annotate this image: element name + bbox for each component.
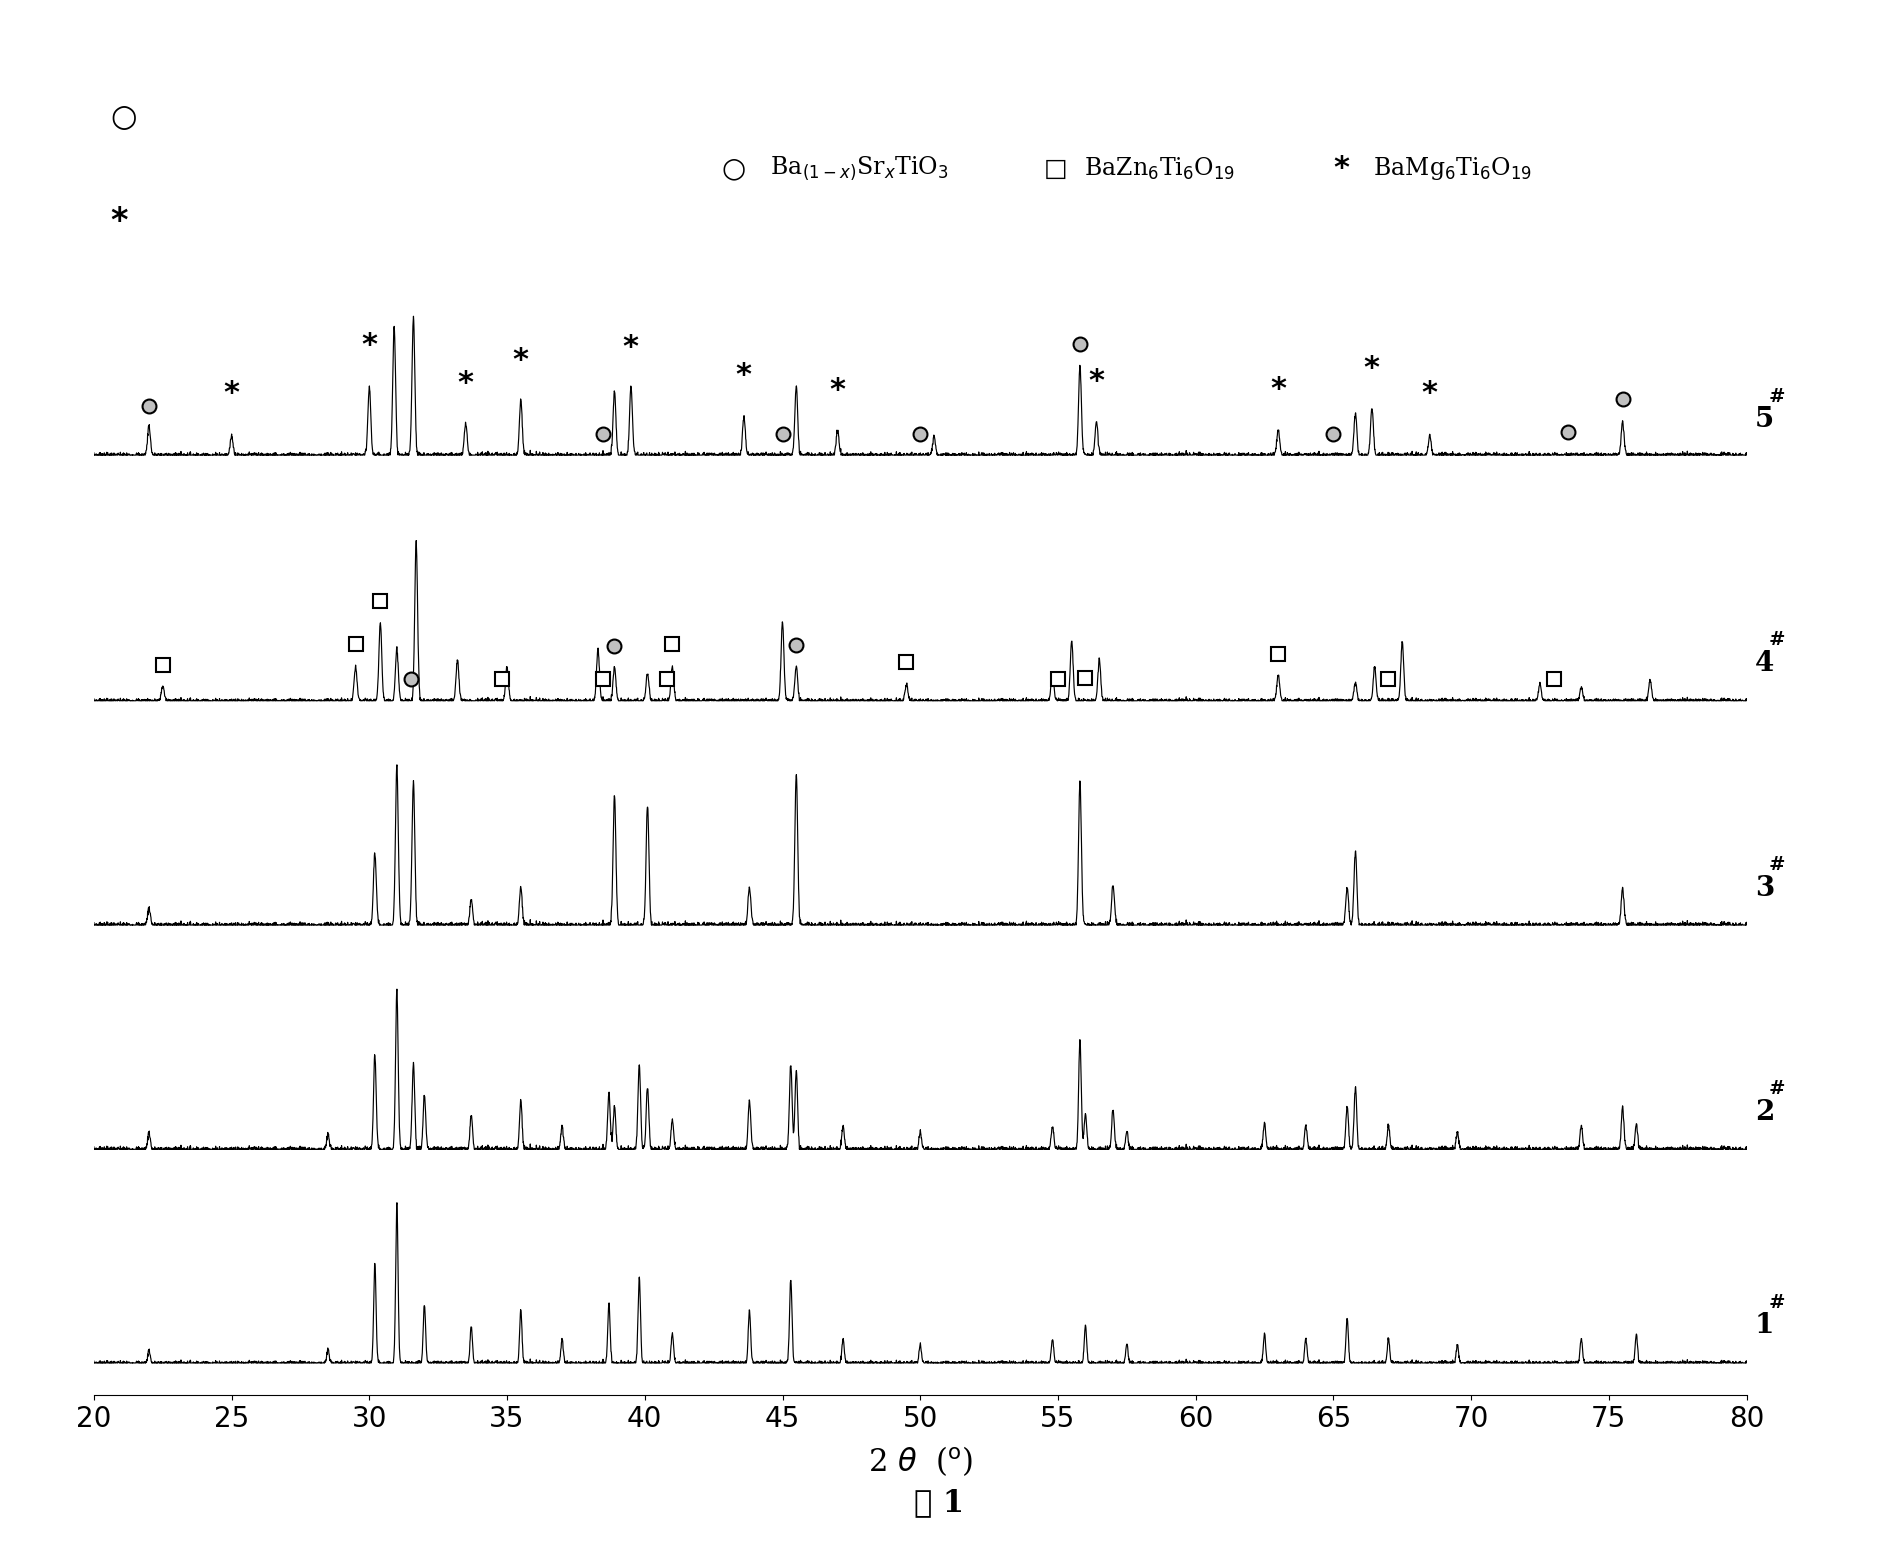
Text: #: # [1769,388,1786,406]
Text: $\mathbf{*}$: $\mathbf{*}$ [513,344,530,372]
Text: 5: 5 [1754,406,1775,434]
Text: $\mathbf{*}$: $\mathbf{*}$ [622,330,640,360]
Text: #: # [1769,1294,1786,1311]
Text: 3: 3 [1754,874,1775,902]
Text: $\mathbf{*}$: $\mathbf{*}$ [1087,364,1104,394]
Text: *: * [1333,153,1350,183]
Text: BaMg$_6$Ti$_6$O$_{19}$: BaMg$_6$Ti$_6$O$_{19}$ [1367,155,1532,181]
Text: $\mathbf{*}$: $\mathbf{*}$ [828,374,847,403]
Text: $\mathbf{*}$: $\mathbf{*}$ [1422,378,1439,406]
X-axis label: 2 $\theta$  ($\rm{^o}$): 2 $\theta$ ($\rm{^o}$) [868,1445,973,1477]
Text: ○: ○ [111,104,137,132]
Text: $\mathbf{*}$: $\mathbf{*}$ [736,360,753,388]
Text: #: # [1769,856,1786,874]
Text: $\mathbf{*}$: $\mathbf{*}$ [1270,374,1286,403]
Text: $\mathbf{*}$: $\mathbf{*}$ [1363,352,1380,381]
Text: #: # [1769,1080,1786,1097]
Text: $\mathbf{*}$: $\mathbf{*}$ [223,377,240,406]
Text: 4: 4 [1754,651,1775,677]
Text: 图 1: 图 1 [915,1488,963,1519]
Text: $\mathbf{*}$: $\mathbf{*}$ [456,367,475,397]
Text: 2: 2 [1754,1099,1775,1125]
Text: ○: ○ [721,155,746,183]
Text: #: # [1769,631,1786,649]
Text: $\mathbf{*}$: $\mathbf{*}$ [361,329,377,358]
Text: Ba$_{(1-x)}$Sr$_x$TiO$_3$: Ba$_{(1-x)}$Sr$_x$TiO$_3$ [762,155,948,183]
Text: $\mathbf{*}$: $\mathbf{*}$ [111,203,130,236]
Text: BaZn$_6$Ti$_6$O$_{19}$: BaZn$_6$Ti$_6$O$_{19}$ [1078,155,1236,181]
Text: 1: 1 [1754,1313,1775,1339]
Text: □: □ [1044,157,1069,180]
